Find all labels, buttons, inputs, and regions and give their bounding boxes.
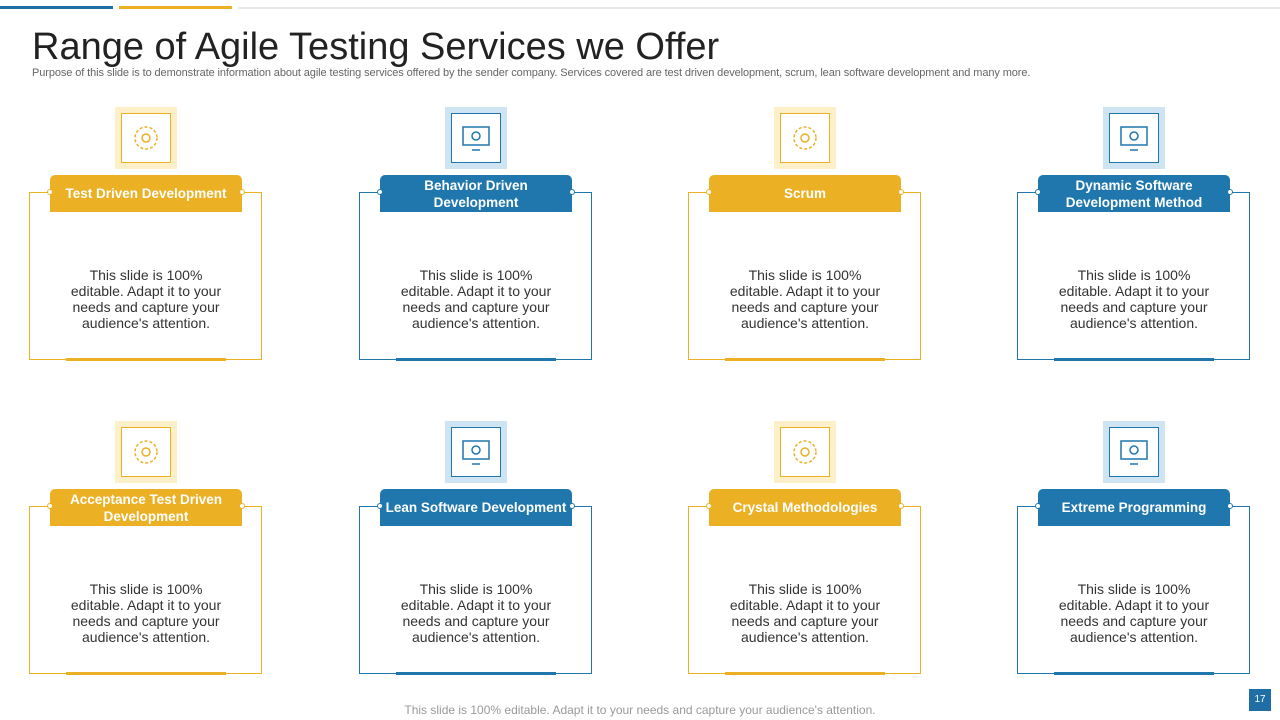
card-title: Crystal Methodologies xyxy=(709,489,901,526)
dot xyxy=(898,503,904,509)
dot xyxy=(1035,503,1041,509)
card-accent xyxy=(66,358,226,361)
dot xyxy=(706,503,712,509)
card-body: This slide is 100% editable. Adapt it to… xyxy=(70,581,222,645)
dot xyxy=(1227,189,1233,195)
card-accent xyxy=(396,358,556,361)
card-body: This slide is 100% editable. Adapt it to… xyxy=(729,267,881,331)
card-title: Lean Software Development xyxy=(380,489,572,526)
card-accent xyxy=(725,358,885,361)
icon-glyph xyxy=(462,126,490,151)
icon-glyph xyxy=(793,440,817,464)
icon-frame xyxy=(780,427,830,477)
dot xyxy=(569,503,575,509)
dot xyxy=(239,503,245,509)
top-bar xyxy=(0,6,113,9)
icon-glyph xyxy=(462,440,490,465)
card-title: Test Driven Development xyxy=(50,175,242,212)
card-body: This slide is 100% editable. Adapt it to… xyxy=(400,267,552,331)
icon-glyph xyxy=(134,126,158,150)
dot xyxy=(1035,189,1041,195)
dot xyxy=(1227,503,1233,509)
icon xyxy=(115,421,177,483)
card-accent xyxy=(396,672,556,675)
card-accent xyxy=(1054,672,1214,675)
icon-glyph xyxy=(134,440,158,464)
icon-glyph xyxy=(1120,126,1148,151)
card-title: Dynamic Software Development Method xyxy=(1038,175,1230,212)
dot xyxy=(377,503,383,509)
card-title: Scrum xyxy=(709,175,901,212)
icon xyxy=(115,107,177,169)
card-body: This slide is 100% editable. Adapt it to… xyxy=(400,581,552,645)
title: Range of Agile Testing Services we Offer xyxy=(32,26,720,68)
icon-frame xyxy=(451,113,501,163)
card-body: This slide is 100% editable. Adapt it to… xyxy=(70,267,222,331)
card xyxy=(359,192,592,360)
icon-frame xyxy=(1109,113,1159,163)
icon-glyph xyxy=(1120,440,1148,465)
card xyxy=(29,192,262,360)
dot xyxy=(377,189,383,195)
card-accent xyxy=(66,672,226,675)
card xyxy=(1017,506,1250,674)
top-bar xyxy=(238,7,1280,9)
dot xyxy=(47,189,53,195)
dot xyxy=(239,189,245,195)
card-title: Behavior Driven Development xyxy=(380,175,572,212)
dot xyxy=(569,189,575,195)
dot xyxy=(47,503,53,509)
icon-frame xyxy=(451,427,501,477)
icon-frame xyxy=(1109,427,1159,477)
subtitle: Purpose of this slide is to demonstrate … xyxy=(32,67,1031,79)
card-title: Acceptance Test Driven Development xyxy=(50,489,242,526)
footer: This slide is 100% editable. Adapt it to… xyxy=(404,703,876,717)
card xyxy=(29,506,262,674)
card xyxy=(688,506,921,674)
top-bar xyxy=(119,6,232,9)
page-number: 17 xyxy=(1249,689,1271,711)
icon-frame xyxy=(780,113,830,163)
icon xyxy=(1103,107,1165,169)
icon-frame xyxy=(121,427,171,477)
dot xyxy=(706,189,712,195)
icon xyxy=(1103,421,1165,483)
icon-frame xyxy=(121,113,171,163)
icon-glyph xyxy=(793,126,817,150)
card-title: Extreme Programming xyxy=(1038,489,1230,526)
dot xyxy=(898,189,904,195)
card xyxy=(1017,192,1250,360)
card-body: This slide is 100% editable. Adapt it to… xyxy=(1058,267,1210,331)
icon xyxy=(774,421,836,483)
icon xyxy=(445,421,507,483)
card-accent xyxy=(1054,358,1214,361)
card-body: This slide is 100% editable. Adapt it to… xyxy=(1058,581,1210,645)
card-accent xyxy=(725,672,885,675)
card-body: This slide is 100% editable. Adapt it to… xyxy=(729,581,881,645)
icon xyxy=(445,107,507,169)
icon xyxy=(774,107,836,169)
